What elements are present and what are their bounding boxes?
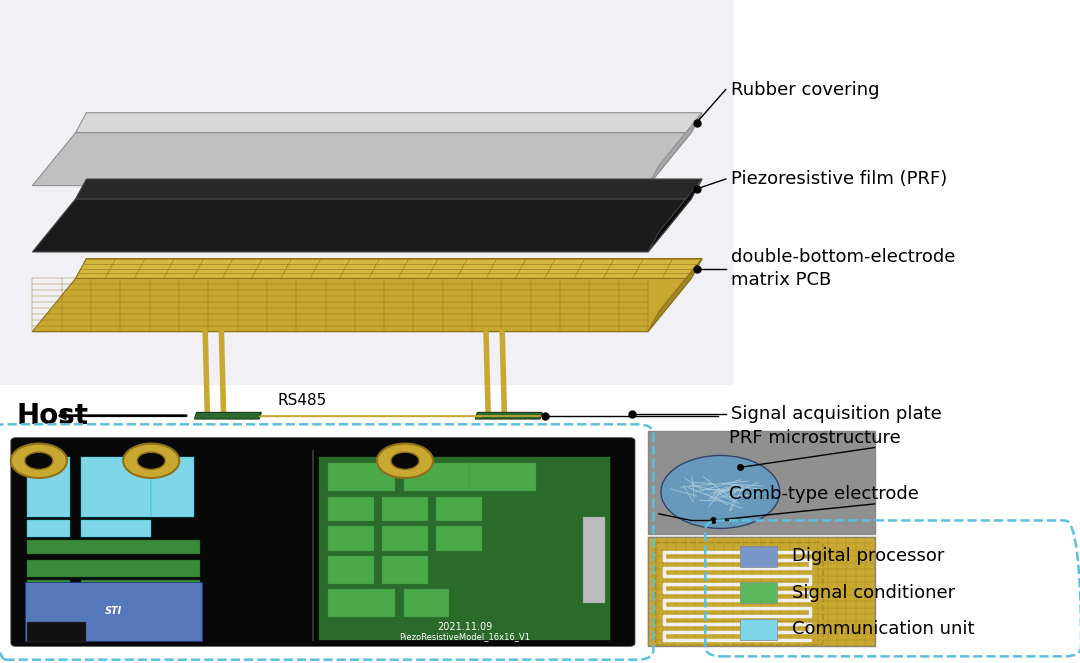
FancyBboxPatch shape [382,526,428,551]
FancyBboxPatch shape [436,497,482,521]
Text: PiezoResistiveModel_16x16_V1: PiezoResistiveModel_16x16_V1 [399,632,530,641]
FancyBboxPatch shape [404,589,449,617]
Circle shape [137,452,165,469]
FancyBboxPatch shape [27,560,200,577]
Text: Piezoresistive film (PRF): Piezoresistive film (PRF) [731,170,947,188]
Polygon shape [0,0,734,385]
FancyBboxPatch shape [469,463,536,491]
FancyBboxPatch shape [328,497,374,521]
Text: Rubber covering: Rubber covering [731,80,880,99]
Polygon shape [32,278,691,332]
Text: PRF microstructure: PRF microstructure [729,428,901,447]
Polygon shape [76,179,702,199]
FancyBboxPatch shape [27,520,70,537]
Polygon shape [32,199,691,252]
Text: Signal conditioner: Signal conditioner [792,583,955,602]
Circle shape [377,444,433,478]
FancyBboxPatch shape [319,457,610,640]
FancyBboxPatch shape [328,589,395,617]
Text: Host: Host [16,402,89,430]
Polygon shape [648,113,702,186]
Circle shape [11,444,67,478]
FancyBboxPatch shape [648,537,875,646]
FancyBboxPatch shape [25,582,202,641]
FancyBboxPatch shape [583,517,605,603]
FancyBboxPatch shape [740,546,777,567]
Text: Signal acquisition plate: Signal acquisition plate [731,405,942,424]
Text: Communication unit: Communication unit [792,620,974,638]
FancyBboxPatch shape [648,431,875,534]
Polygon shape [194,412,261,419]
FancyBboxPatch shape [27,580,70,597]
Polygon shape [648,259,702,332]
FancyBboxPatch shape [328,463,395,491]
Text: RS485: RS485 [278,392,327,408]
FancyBboxPatch shape [382,497,428,521]
Circle shape [123,444,179,478]
FancyBboxPatch shape [436,526,482,551]
FancyBboxPatch shape [11,438,635,646]
FancyBboxPatch shape [404,463,471,491]
FancyBboxPatch shape [27,622,86,642]
Polygon shape [32,133,691,186]
FancyBboxPatch shape [740,582,777,603]
FancyBboxPatch shape [27,600,200,613]
Text: Digital processor: Digital processor [792,547,944,566]
Text: 2021.11.09: 2021.11.09 [436,621,492,632]
Text: STI: STI [105,606,122,617]
FancyBboxPatch shape [81,457,151,517]
FancyBboxPatch shape [27,540,200,554]
Polygon shape [648,179,702,252]
FancyBboxPatch shape [27,457,70,517]
FancyBboxPatch shape [382,556,428,584]
FancyBboxPatch shape [151,457,194,517]
Polygon shape [76,113,702,133]
Circle shape [661,455,780,528]
FancyBboxPatch shape [81,520,151,537]
Circle shape [391,452,419,469]
Text: double-bottom-electrode
matrix PCB: double-bottom-electrode matrix PCB [731,248,956,289]
FancyBboxPatch shape [740,619,777,640]
Polygon shape [475,412,542,419]
Circle shape [25,452,53,469]
FancyBboxPatch shape [328,526,374,551]
Text: Comb-type electrode: Comb-type electrode [729,485,919,503]
FancyBboxPatch shape [328,556,374,584]
Polygon shape [76,259,702,278]
FancyBboxPatch shape [81,580,200,597]
